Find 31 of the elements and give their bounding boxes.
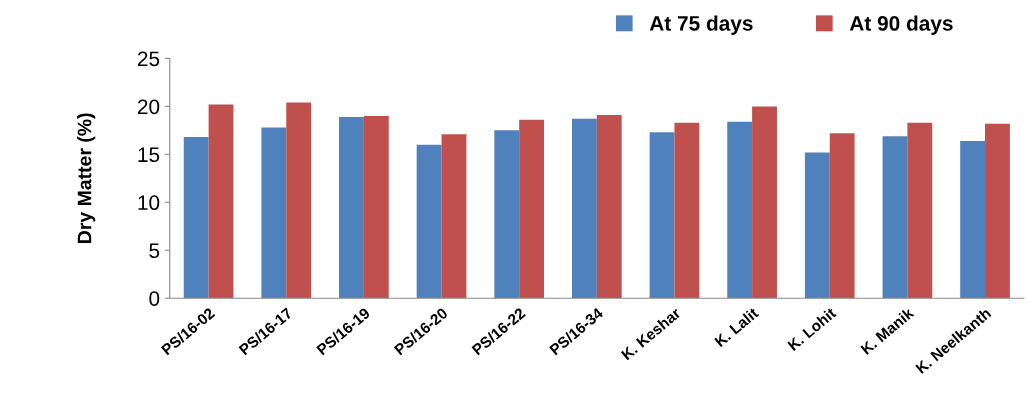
bar bbox=[183, 137, 209, 299]
bar bbox=[519, 119, 545, 299]
y-tick-label: 0 bbox=[149, 291, 160, 306]
y-tick-label: 5 bbox=[149, 243, 160, 259]
bar bbox=[286, 102, 312, 299]
bar bbox=[596, 115, 622, 299]
bar bbox=[363, 115, 389, 299]
bar bbox=[339, 116, 364, 299]
bar bbox=[649, 132, 675, 299]
bar bbox=[441, 134, 467, 299]
bar bbox=[907, 122, 933, 299]
bar bbox=[674, 122, 700, 299]
y-tick-label: 20 bbox=[137, 99, 160, 115]
bar bbox=[261, 127, 287, 299]
bar bbox=[208, 104, 234, 299]
bar bbox=[829, 133, 855, 299]
y-axis-title: Dry Matter (%) bbox=[77, 113, 96, 243]
bar bbox=[416, 144, 442, 299]
bar bbox=[727, 121, 753, 299]
y-tick-label: 10 bbox=[138, 195, 160, 211]
bar bbox=[752, 106, 777, 299]
bar bbox=[882, 136, 908, 299]
bar bbox=[985, 123, 1010, 299]
bar bbox=[571, 118, 597, 299]
legend-label: At 75 days bbox=[649, 15, 753, 35]
bar bbox=[960, 140, 986, 299]
y-tick-label: 15 bbox=[138, 147, 160, 163]
bar bbox=[494, 130, 520, 299]
bar bbox=[804, 152, 830, 299]
y-tick-label: 25 bbox=[137, 51, 160, 67]
legend-label: At 90 days bbox=[849, 15, 953, 35]
